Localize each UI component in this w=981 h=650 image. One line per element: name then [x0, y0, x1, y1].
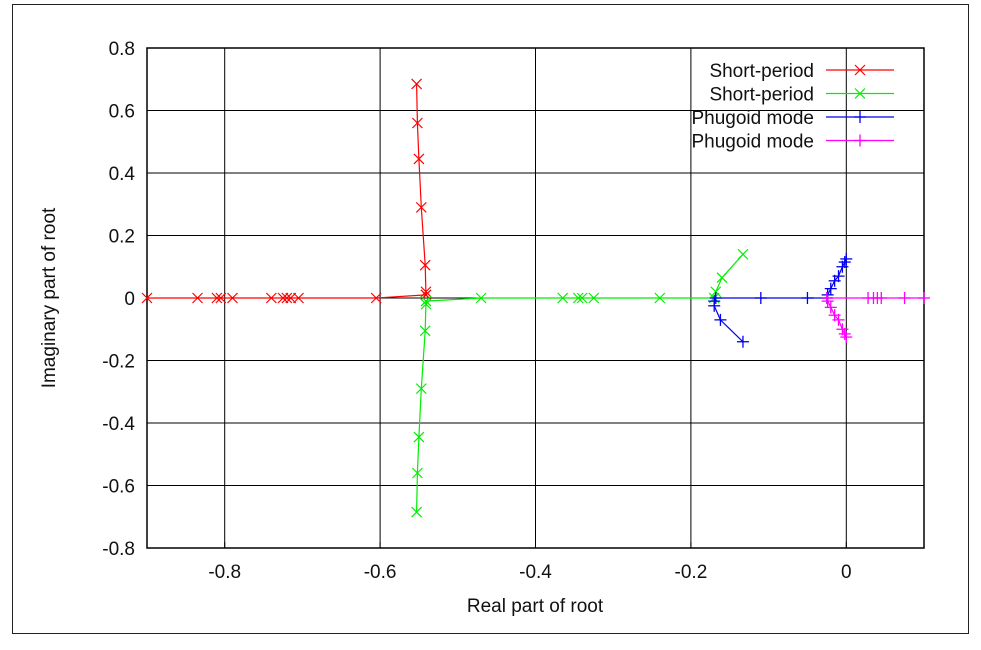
data-point	[413, 153, 425, 165]
data-point	[801, 292, 814, 304]
data-point	[141, 292, 153, 304]
data-point	[820, 292, 833, 304]
x-tick-label: 0	[841, 562, 852, 583]
series-line	[416, 83, 427, 295]
data-point	[411, 467, 423, 479]
data-point	[415, 383, 427, 395]
x-axis-label: Real part of root	[467, 596, 604, 617]
series-line	[826, 297, 924, 338]
series-2	[708, 252, 853, 348]
data-point	[411, 117, 423, 129]
data-point	[754, 292, 767, 304]
y-tick-label: 0.4	[109, 164, 136, 185]
y-tick-label: 0.6	[109, 102, 135, 123]
data-point	[709, 292, 722, 304]
data-point	[265, 292, 277, 304]
data-point	[576, 292, 588, 304]
y-tick-label: -0.8	[102, 539, 135, 560]
data-point	[413, 431, 425, 443]
data-point	[898, 292, 911, 304]
x-tick-label: -0.2	[675, 562, 708, 583]
data-point	[840, 252, 853, 265]
data-point	[716, 272, 728, 284]
series-0	[141, 78, 432, 304]
data-point	[836, 260, 849, 273]
x-tick-label: -0.4	[519, 562, 552, 583]
data-point	[557, 292, 569, 304]
data-point	[215, 292, 227, 304]
series-1	[411, 248, 749, 518]
data-point	[824, 282, 837, 295]
data-point	[277, 292, 289, 304]
data-point	[370, 292, 382, 304]
data-point	[415, 201, 427, 213]
y-tick-label: -0.2	[102, 352, 135, 373]
y-tick-label: 0.2	[109, 227, 135, 248]
series-layer	[141, 78, 930, 518]
legend-label: Short-period	[709, 85, 814, 106]
data-point	[227, 292, 238, 304]
legend-label: Short-period	[709, 61, 814, 82]
data-point	[838, 256, 851, 269]
y-tick-label: -0.6	[102, 477, 135, 498]
data-point	[840, 331, 853, 344]
axis-ticks: -0.8 -0.6 -0.4 -0.2 0 -0.8 -0.6 -0.4 -0.2 0 0.2 0.4…	[102, 39, 851, 583]
data-point	[211, 292, 223, 304]
legend-marker	[854, 134, 866, 147]
legend-marker	[854, 88, 866, 99]
data-point	[420, 295, 432, 307]
data-point	[572, 292, 584, 304]
figure-frame	[12, 4, 969, 634]
data-point	[710, 286, 722, 298]
series-line	[147, 294, 426, 299]
data-point	[832, 313, 845, 326]
data-point	[419, 259, 431, 271]
data-point	[475, 292, 487, 304]
data-point	[281, 292, 293, 304]
data-point	[821, 295, 834, 308]
series-line	[425, 253, 744, 302]
data-point	[918, 292, 930, 304]
data-point	[736, 335, 749, 348]
data-point	[824, 301, 837, 314]
y-tick-label: -0.4	[102, 414, 135, 435]
data-point	[737, 248, 749, 260]
data-point	[832, 270, 845, 283]
y-tick-label: 0	[124, 289, 135, 310]
data-point	[285, 292, 297, 304]
data-point	[588, 292, 600, 304]
data-point	[293, 292, 304, 304]
legend-marker	[854, 64, 866, 76]
data-point	[192, 292, 203, 304]
data-point	[708, 295, 721, 308]
legend-label: Phugoid mode	[691, 132, 814, 153]
series-3	[820, 292, 930, 344]
data-point	[419, 325, 431, 337]
y-axis-label: Imaginary part of root	[39, 207, 60, 388]
x-tick-label: -0.8	[208, 562, 241, 583]
legend-marker	[854, 111, 866, 123]
x-tick-label: -0.6	[364, 562, 397, 583]
legend-label: Phugoid mode	[691, 108, 814, 129]
data-point	[714, 313, 727, 326]
series-line	[416, 301, 427, 513]
data-point	[838, 327, 851, 340]
data-point	[411, 506, 423, 518]
data-point	[862, 292, 875, 304]
y-tick-label: 0.8	[109, 39, 135, 60]
data-point	[836, 323, 849, 336]
data-point	[411, 78, 423, 90]
data-point	[654, 292, 666, 304]
